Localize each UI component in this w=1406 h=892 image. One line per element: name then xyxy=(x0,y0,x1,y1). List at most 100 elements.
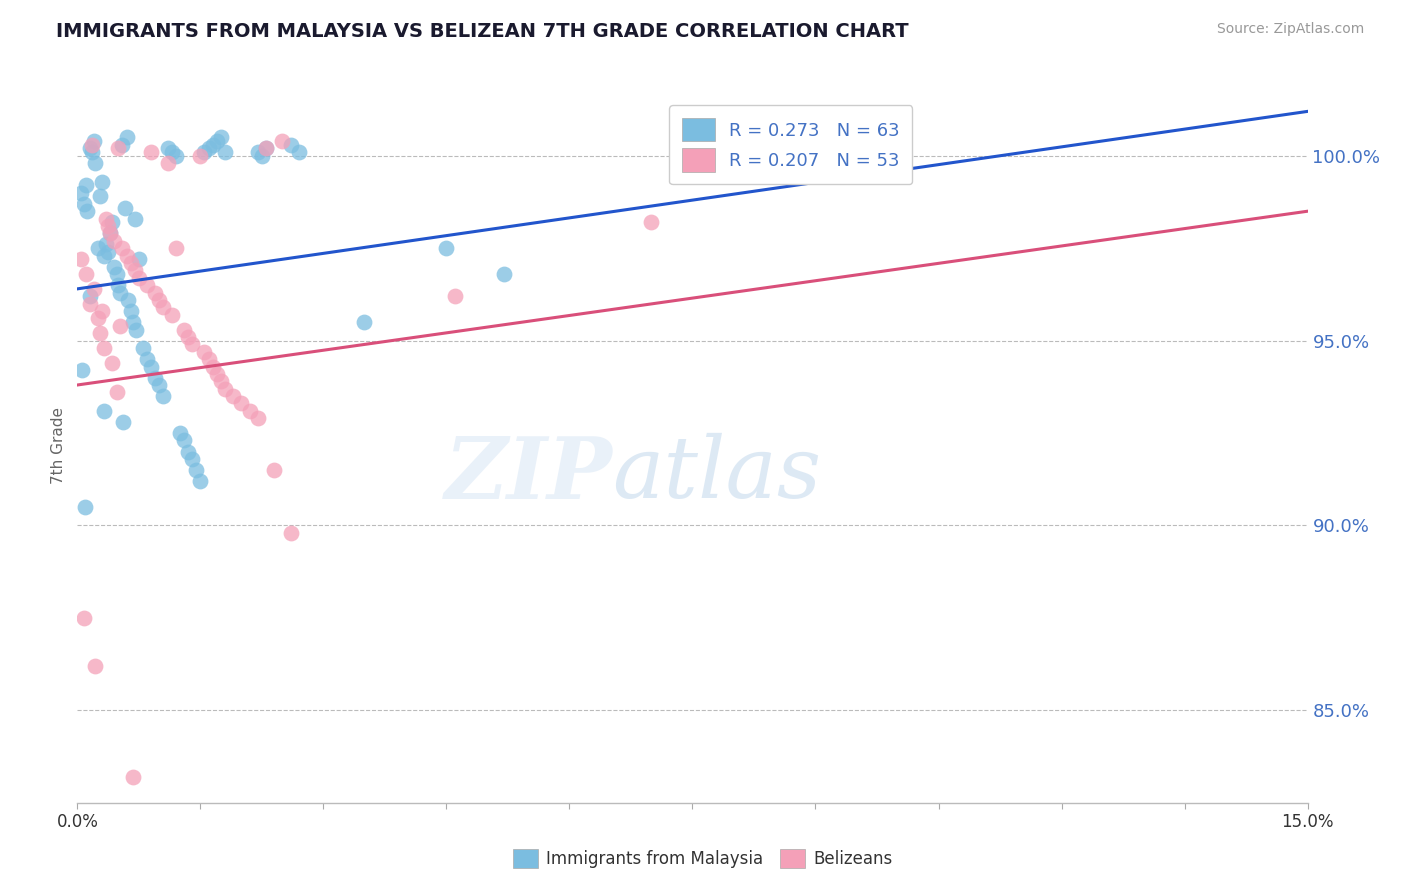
Point xyxy=(165,241,187,255)
Point xyxy=(70,252,93,267)
Point xyxy=(93,341,115,355)
Point xyxy=(160,145,183,159)
Point xyxy=(70,363,93,377)
Point xyxy=(152,301,174,315)
Point xyxy=(246,145,269,159)
Point xyxy=(222,389,245,403)
Point xyxy=(84,659,107,673)
Point xyxy=(73,611,96,625)
Point xyxy=(101,356,124,370)
Point xyxy=(231,396,253,410)
Point xyxy=(90,175,114,189)
Point xyxy=(79,289,101,303)
Point xyxy=(73,500,96,514)
Legend: Immigrants from Malaysia, Belizeans: Immigrants from Malaysia, Belizeans xyxy=(506,842,900,875)
Point xyxy=(84,156,107,170)
Point xyxy=(143,285,166,300)
Point xyxy=(114,201,136,215)
Point xyxy=(105,385,128,400)
Text: atlas: atlas xyxy=(613,434,821,516)
Point xyxy=(75,267,97,281)
Point xyxy=(82,145,104,159)
Point xyxy=(239,404,262,418)
Point xyxy=(115,249,138,263)
Text: IMMIGRANTS FROM MALAYSIA VS BELIZEAN 7TH GRADE CORRELATION CHART: IMMIGRANTS FROM MALAYSIA VS BELIZEAN 7TH… xyxy=(56,22,908,41)
Point xyxy=(103,234,125,248)
Point xyxy=(90,304,114,318)
Point xyxy=(353,315,375,329)
Point xyxy=(136,278,159,293)
Point xyxy=(120,256,142,270)
Point xyxy=(201,137,224,152)
Point xyxy=(87,311,110,326)
Point xyxy=(107,278,129,293)
Point xyxy=(70,186,93,200)
Point xyxy=(76,204,98,219)
Point xyxy=(120,304,142,318)
Text: Source: ZipAtlas.com: Source: ZipAtlas.com xyxy=(1216,22,1364,37)
Point xyxy=(181,452,204,467)
Point xyxy=(197,141,219,155)
Point xyxy=(156,156,179,170)
Point xyxy=(443,289,465,303)
Point xyxy=(83,134,105,148)
Point xyxy=(181,337,204,351)
Point xyxy=(132,341,155,355)
Point xyxy=(97,219,120,233)
Point xyxy=(117,293,139,307)
Point xyxy=(288,145,311,159)
Point xyxy=(263,463,285,477)
Point xyxy=(141,359,163,374)
Point xyxy=(177,330,200,344)
Point xyxy=(640,215,662,229)
Point xyxy=(205,134,228,148)
Point xyxy=(214,145,236,159)
Point xyxy=(73,196,96,211)
Point xyxy=(122,315,145,329)
Point xyxy=(128,252,150,267)
Point xyxy=(271,134,294,148)
Point xyxy=(280,137,302,152)
Point xyxy=(280,525,302,540)
Point xyxy=(246,411,269,425)
Point xyxy=(152,389,174,403)
Point xyxy=(82,137,104,152)
Point xyxy=(89,189,111,203)
Point xyxy=(188,474,212,488)
Point xyxy=(89,326,111,341)
Point xyxy=(93,404,115,418)
Point xyxy=(177,444,200,458)
Point xyxy=(250,149,273,163)
Point xyxy=(97,244,120,259)
Point xyxy=(254,141,277,155)
Point xyxy=(115,130,138,145)
Point xyxy=(205,367,228,381)
Point xyxy=(173,434,195,448)
Legend: R = 0.273   N = 63, R = 0.207   N = 53: R = 0.273 N = 63, R = 0.207 N = 53 xyxy=(669,105,912,185)
Point xyxy=(214,382,236,396)
Point xyxy=(148,293,170,307)
Point xyxy=(188,149,212,163)
Point xyxy=(79,296,101,310)
Point xyxy=(143,370,166,384)
Point xyxy=(193,344,215,359)
Point xyxy=(87,241,110,255)
Point xyxy=(193,145,215,159)
Point xyxy=(186,463,208,477)
Point xyxy=(94,211,117,226)
Point xyxy=(209,130,232,145)
Point xyxy=(107,141,129,155)
Point xyxy=(148,378,170,392)
Point xyxy=(125,322,148,336)
Point xyxy=(105,267,128,281)
Point xyxy=(111,137,134,152)
Point xyxy=(98,227,121,241)
Text: ZIP: ZIP xyxy=(444,433,613,516)
Point xyxy=(75,178,97,193)
Point xyxy=(165,149,187,163)
Point xyxy=(122,770,145,784)
Point xyxy=(83,282,105,296)
Point xyxy=(101,215,124,229)
Point xyxy=(108,318,131,333)
Point xyxy=(492,267,515,281)
